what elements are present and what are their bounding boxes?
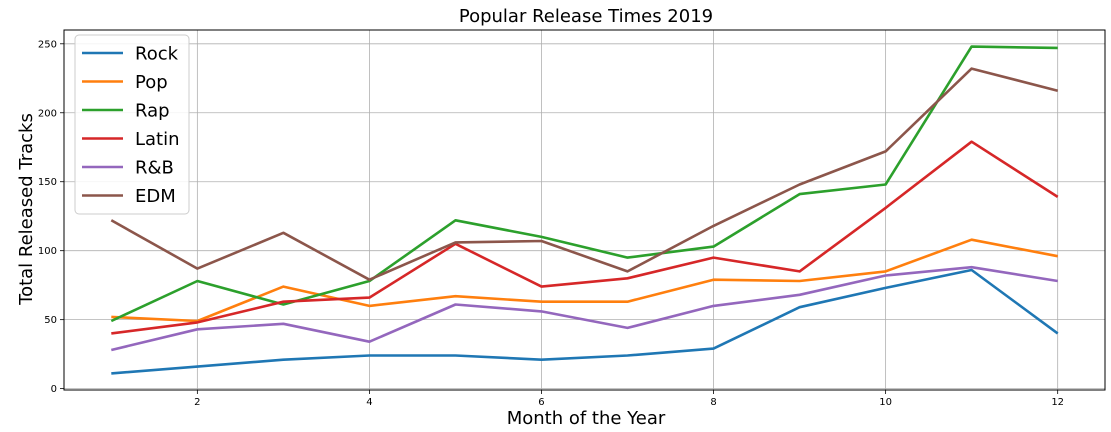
x-tick-label: 10 [879, 397, 892, 408]
y-tick-label: 200 [38, 108, 57, 119]
x-tick-label: 4 [366, 397, 372, 408]
legend-label: R&B [135, 158, 174, 179]
series-line-edm [110, 67, 1059, 282]
chart-title: Popular Release Times 2019 [459, 6, 713, 27]
y-tick-label: 100 [38, 246, 57, 257]
y-tick-label: 150 [38, 177, 57, 188]
x-tick-label: 12 [1051, 397, 1064, 408]
series-line-rap [110, 45, 1058, 323]
x-axis-title: Month of the Year [507, 408, 666, 429]
legend-box [74, 34, 190, 215]
series-line-r-b [110, 265, 1058, 352]
y-axis: 0 50 100 150 200 250 [38, 39, 64, 395]
legend-label: Rap [135, 101, 170, 122]
legend: Rock Pop Rap Latin R&B EDM [74, 34, 190, 215]
y-tick-label: 250 [38, 39, 57, 50]
series-line-pop [111, 238, 1058, 323]
y-axis-title: Total Released Tracks [16, 113, 37, 306]
x-tick-label: 2 [194, 397, 200, 408]
y-tick-label: 50 [44, 315, 57, 326]
legend-label: Rock [135, 44, 179, 65]
series-lines [110, 45, 1059, 375]
x-tick-label: 6 [538, 397, 544, 408]
legend-label: Pop [135, 72, 168, 93]
x-axis: 2 4 6 8 10 12 [194, 390, 1064, 408]
y-tick-label: 0 [51, 384, 57, 395]
legend-label: Latin [135, 129, 180, 150]
plot-frame [63, 29, 1106, 391]
series-line-latin [111, 140, 1059, 335]
x-tick-label: 8 [710, 397, 716, 408]
series-line-rock [111, 268, 1059, 375]
legend-label: EDM [135, 186, 176, 207]
